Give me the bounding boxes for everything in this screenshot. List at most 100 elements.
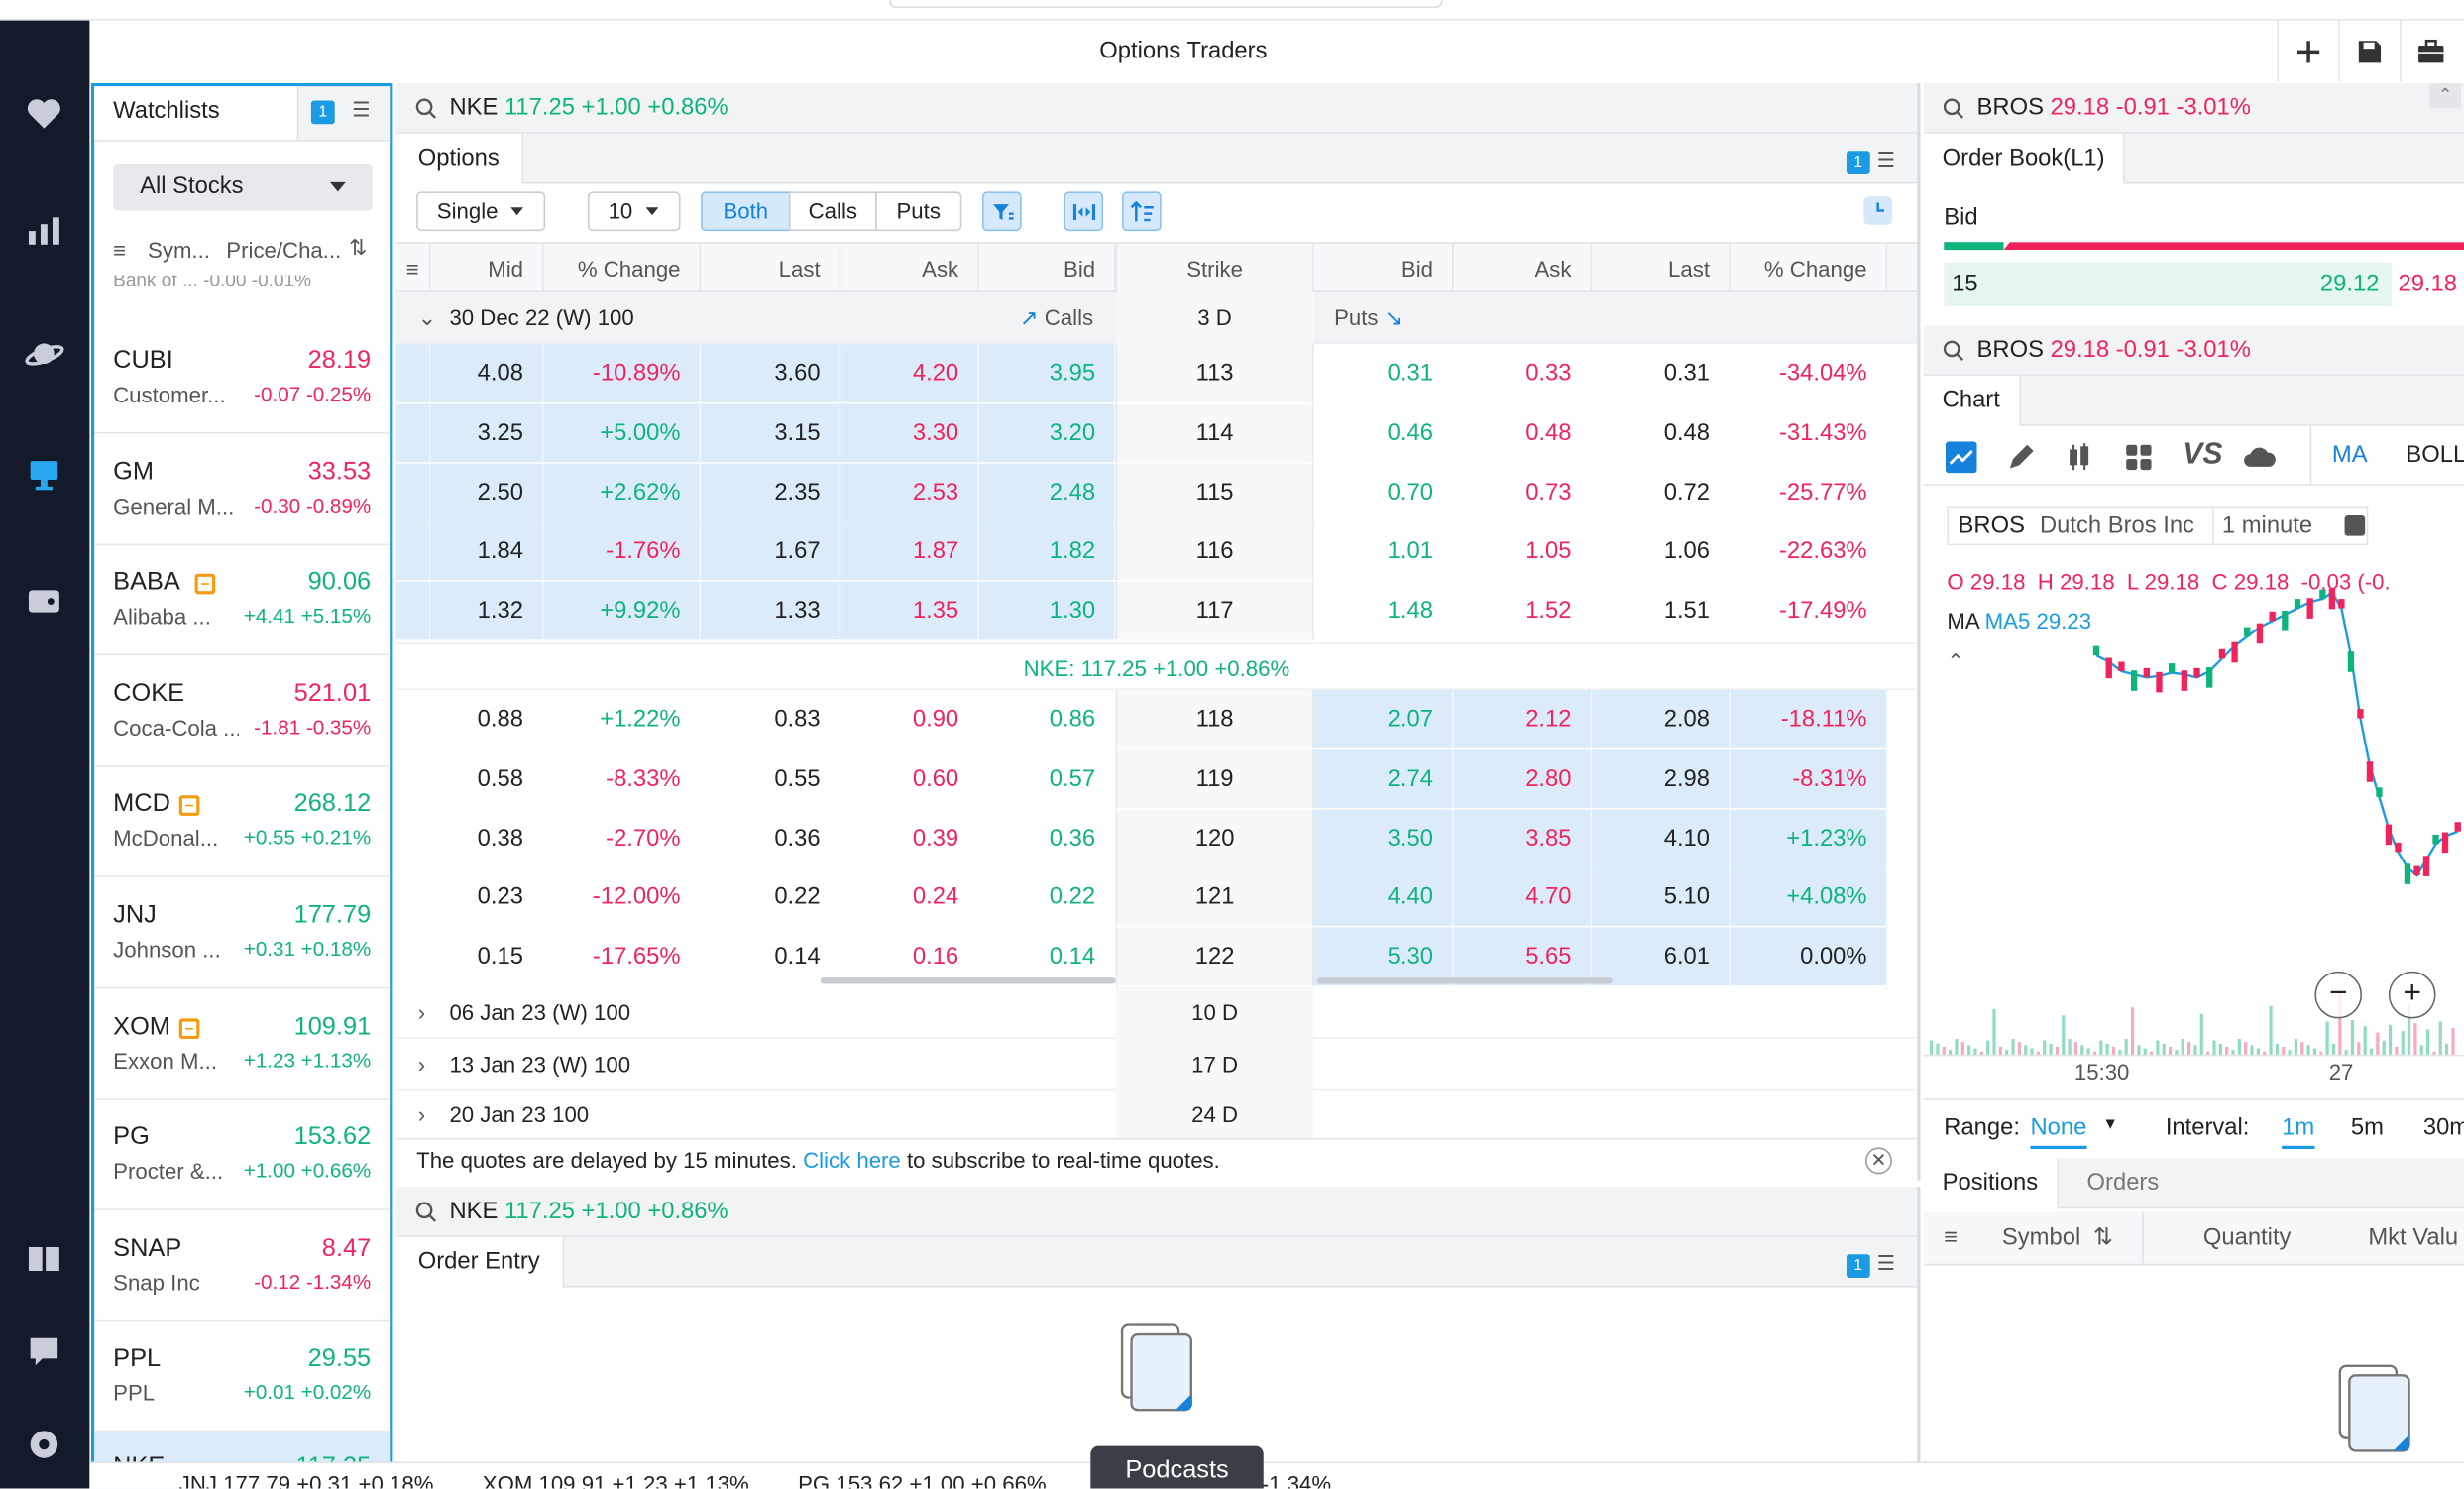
book-icon[interactable] (22, 1237, 65, 1281)
tab-chart[interactable]: Chart (1923, 375, 2021, 426)
candlestick-chart[interactable] (1924, 561, 2464, 1080)
strike-cell[interactable]: 119 (1115, 748, 1314, 810)
quote-cell[interactable]: 0.31 (1313, 344, 1454, 404)
quote-cell[interactable]: 1.67 (701, 522, 841, 583)
quote-cell[interactable]: -12.00% (543, 867, 702, 929)
col-header[interactable]: Bid (979, 243, 1116, 294)
zoom-out-button[interactable]: − (2314, 971, 2363, 1019)
header-symbol[interactable]: Sym... (148, 237, 210, 263)
quote-cell[interactable]: +1.23% (1730, 808, 1888, 869)
briefcase-button[interactable] (2400, 20, 2461, 82)
quote-cell[interactable]: 1.51 (1592, 581, 1731, 642)
strike-cell[interactable]: 116 (1115, 522, 1314, 583)
watchlist-row[interactable]: SNAP Snap Inc 8.47 -0.12 -1.34% (94, 1210, 391, 1322)
split-view-button[interactable] (1064, 191, 1104, 232)
range-select[interactable]: None (2030, 1114, 2087, 1150)
col-header[interactable]: Ask (840, 243, 979, 294)
watchlist-row[interactable]: BABA Alibaba ... 90.06 +4.41 +5.15% (94, 544, 391, 656)
bid-row[interactable]: 15 29.12 29.18 (1944, 262, 2464, 307)
quote-cell[interactable]: 3.30 (840, 403, 979, 464)
quote-cell[interactable]: 3.25 (430, 403, 544, 464)
quote-cell[interactable]: 0.23 (430, 867, 544, 929)
candles-icon[interactable] (2064, 442, 2095, 474)
col-header[interactable]: Mid (430, 243, 544, 294)
add-button[interactable] (2277, 20, 2338, 82)
quote-cell[interactable]: 2.53 (840, 463, 979, 523)
quote-cell[interactable]: 0.00% (1730, 927, 1888, 987)
quote-cell[interactable]: 3.95 (978, 344, 1116, 404)
boll-toggle[interactable]: BOLL (2406, 441, 2464, 469)
quote-cell[interactable]: 0.86 (978, 690, 1116, 750)
quote-cell[interactable]: 0.36 (978, 808, 1116, 869)
quote-cell[interactable]: 2.07 (1313, 690, 1454, 750)
list-icon[interactable]: ☰ (352, 97, 371, 122)
legend-menu-icon[interactable] (2344, 515, 2366, 536)
quote-cell[interactable]: 0.73 (1453, 463, 1593, 523)
header-price[interactable]: Price/Cha... (226, 237, 342, 263)
cloud-icon[interactable] (2243, 442, 2278, 474)
quote-cell[interactable]: 0.70 (1313, 463, 1454, 523)
quote-cell[interactable]: 0.55 (701, 748, 841, 810)
col-header[interactable]: Strike (1115, 243, 1314, 294)
quote-cell[interactable]: 1.32 (430, 581, 544, 642)
quote-cell[interactable]: 2.74 (1313, 748, 1454, 810)
chain-row[interactable]: 1.84 -1.76% 1.67 1.87 1.82 116 1.01 1.05 1.06 -22… (395, 522, 1918, 583)
expiry-row-open[interactable]: ⌄ 30 Dec 22 (W) 100 ↗ Calls 3 D Puts ↘ (395, 291, 1918, 345)
strikes-count-select[interactable]: 10 (587, 191, 681, 232)
quote-cell[interactable]: 1.48 (1313, 581, 1454, 642)
chain-row[interactable]: 4.08 -10.89% 3.60 4.20 3.95 113 0.31 0.33 0.31 -3… (395, 344, 1918, 404)
bar-chart-icon[interactable] (22, 209, 65, 253)
chat-icon[interactable] (22, 1329, 65, 1373)
watchlist-row[interactable]: MCD McDonal... 268.12 +0.55 +0.21% (94, 766, 391, 878)
quote-cell[interactable]: 0.36 (701, 808, 841, 869)
watchlist-tab[interactable]: Watchlists (94, 86, 299, 141)
pencil-icon[interactable] (2005, 442, 2037, 474)
strike-cell[interactable]: 117 (1115, 581, 1314, 642)
quote-cell[interactable]: 4.40 (1313, 867, 1454, 929)
quote-cell[interactable]: 0.88 (430, 690, 544, 750)
col-quantity[interactable]: Quantity (2202, 1224, 2292, 1252)
quote-cell[interactable]: 1.87 (840, 522, 979, 583)
quote-cell[interactable]: 0.72 (1592, 463, 1731, 523)
quote-cell[interactable]: 1.06 (1592, 522, 1731, 583)
interval-5m[interactable]: 5m (2350, 1114, 2384, 1142)
menu-icon[interactable]: ≡ (396, 243, 431, 294)
quote-cell[interactable]: 0.16 (840, 927, 979, 987)
col-header[interactable]: Last (1592, 243, 1731, 294)
quote-cell[interactable]: 1.35 (840, 581, 979, 642)
quote-cell[interactable]: 3.20 (978, 403, 1116, 464)
quote-cell[interactable]: -1.76% (543, 522, 702, 583)
quote-cell[interactable]: 0.14 (701, 927, 841, 987)
chain-row[interactable]: 2.50 +2.62% 2.35 2.53 2.48 115 0.70 0.73 0.72 -25… (395, 463, 1918, 523)
sort-icon[interactable]: ⇅ (2092, 1224, 2113, 1252)
quote-cell[interactable]: -25.77% (1730, 463, 1888, 523)
watchlist-row[interactable]: GM General M... 33.53 -0.30 -0.89% (94, 433, 391, 545)
quote-cell[interactable]: 2.35 (701, 463, 841, 523)
clock-icon[interactable] (1863, 196, 1892, 225)
ma-toggle[interactable]: MA (2331, 441, 2368, 469)
quote-cell[interactable]: 0.22 (701, 867, 841, 929)
quote-cell[interactable]: -31.43% (1730, 403, 1888, 464)
quote-cell[interactable]: +9.92% (543, 581, 702, 642)
expiry-row[interactable]: › 13 Jan 23 (W) 100 17 D (395, 1038, 1918, 1090)
quote-cell[interactable]: 0.83 (701, 690, 841, 750)
strike-cell[interactable]: 118 (1115, 690, 1314, 750)
quote-cell[interactable]: 2.08 (1592, 690, 1731, 750)
subscribe-link[interactable]: Click here (803, 1147, 901, 1173)
quote-cell[interactable]: 2.80 (1453, 748, 1593, 810)
watchlist-filter-dropdown[interactable]: All Stocks (113, 163, 373, 211)
quote-cell[interactable]: +4.08% (1730, 867, 1888, 929)
quote-cell[interactable]: 0.58 (430, 748, 544, 810)
podcasts-tooltip[interactable]: Podcasts (1090, 1445, 1264, 1489)
col-header[interactable]: Ask (1454, 243, 1593, 294)
planet-icon[interactable] (22, 332, 65, 376)
quote-cell[interactable]: -22.63% (1730, 522, 1888, 583)
interval-1m[interactable]: 1m (2282, 1114, 2315, 1150)
watchlist-row[interactable]: CUBI Customer... 28.19 -0.07 -0.25% (94, 322, 391, 434)
chain-row[interactable]: 0.15 -17.65% 0.14 0.16 0.14 122 5.30 5.65 6.01 0.… (395, 927, 1918, 987)
quote-cell[interactable]: -8.33% (543, 748, 702, 810)
tab-orders[interactable]: Orders (2086, 1169, 2160, 1197)
quote-cell[interactable]: 0.15 (430, 927, 544, 987)
col-header[interactable]: % Change (1731, 243, 1888, 294)
quote-cell[interactable]: 1.52 (1453, 581, 1593, 642)
